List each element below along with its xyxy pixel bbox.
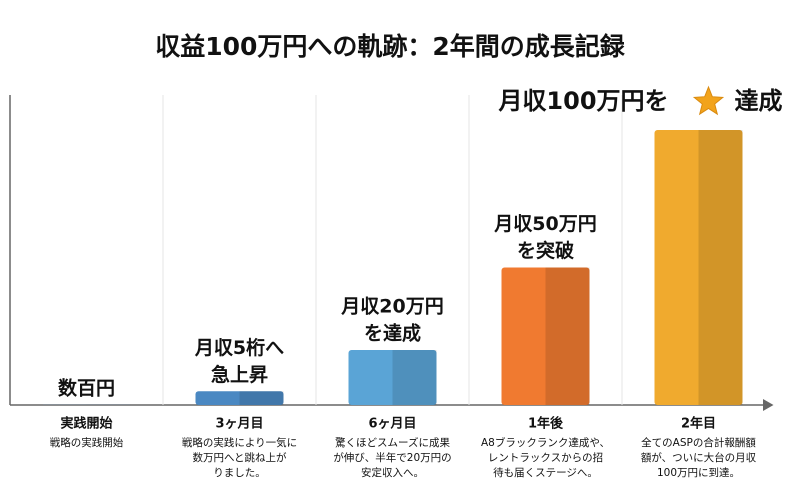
bar <box>501 267 590 405</box>
bar-annotation: 急上昇 <box>211 363 268 386</box>
bar-annotation: 月収20万円 <box>340 296 443 318</box>
x-tick-label: 6ヶ月目 <box>368 417 416 432</box>
description: 驚くほどスムーズに成果 <box>335 436 450 449</box>
chart-title: 収益100万円への軌跡：2年間の成長記録 <box>155 32 626 61</box>
description: 全てのASPの合計報酬額 <box>641 436 756 449</box>
bar-annotation: 達成 <box>735 87 783 115</box>
description: りました。 <box>213 467 266 479</box>
description: が伸び、半年で20万円の <box>333 451 451 464</box>
description: 数万円へと跳ね上が <box>193 451 287 464</box>
x-tick-label: 1年後 <box>528 416 564 432</box>
bar-annotation: 数百円 <box>58 376 115 399</box>
bar-shade <box>392 350 437 405</box>
bar <box>348 350 437 405</box>
bar-annotation: 月収50万円 <box>493 213 596 235</box>
description: A8ブラックランク達成や、 <box>481 436 610 449</box>
bar-shade <box>239 391 284 405</box>
description: 100万円に到達。 <box>657 467 740 479</box>
bar-annotation: を達成 <box>364 322 421 345</box>
star-icon <box>692 85 725 116</box>
description: 額が、ついに大台の月収 <box>641 451 757 464</box>
bar <box>195 391 284 405</box>
bar-shade <box>698 130 743 405</box>
bar-annotation: 月収100万円を <box>497 87 668 115</box>
description: 待も届くステージへ。 <box>493 466 598 479</box>
x-tick-label: 2年目 <box>681 416 716 432</box>
x-tick-label: 3ヶ月目 <box>215 417 263 432</box>
description: 戦略の実践により一気に <box>182 436 297 449</box>
description: 戦略の実践開始 <box>50 436 124 449</box>
description: レントラックスからの招 <box>488 451 603 464</box>
bar-annotation: を突破 <box>517 239 574 262</box>
bar-annotation: 月収5桁へ <box>194 336 284 359</box>
bar <box>654 130 743 405</box>
x-tick-label: 実践開始 <box>60 416 112 432</box>
description: 安定収入へ。 <box>361 466 424 479</box>
bar-shade <box>545 267 590 405</box>
